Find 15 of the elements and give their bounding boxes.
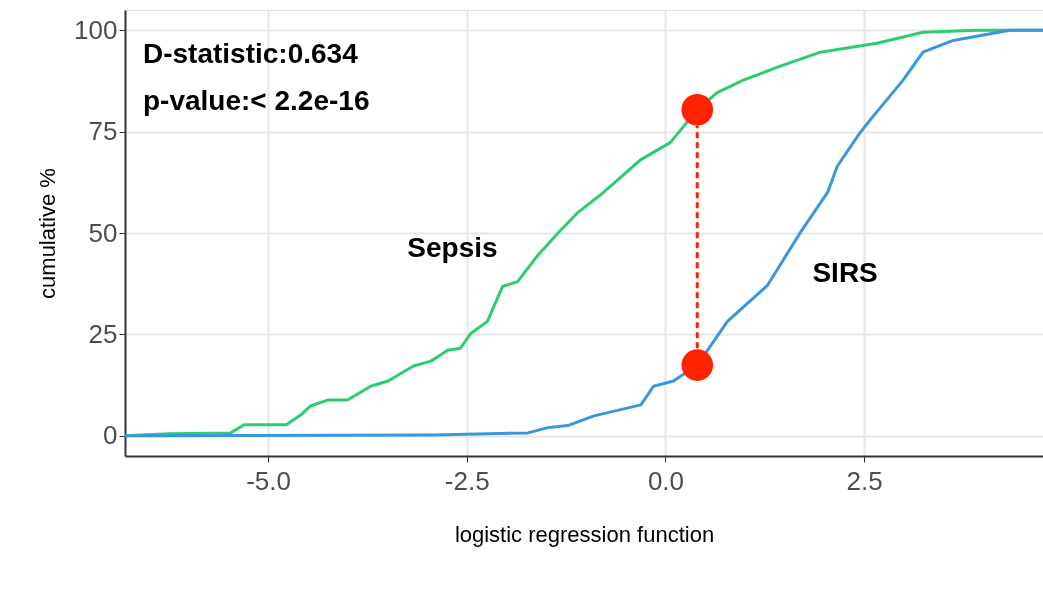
annotation: D-statistic:0.634 bbox=[143, 38, 359, 69]
x-tick-label: -2.5 bbox=[444, 465, 490, 496]
x-tick-label: 2.5 bbox=[846, 465, 883, 496]
y-tick-label: 0 bbox=[103, 420, 118, 451]
x-tick-label: 0.0 bbox=[647, 465, 685, 496]
x-axis-title: logistic regression function bbox=[454, 521, 715, 547]
y-tick-label: 25 bbox=[88, 318, 118, 349]
series-label: Sepsis bbox=[407, 232, 498, 264]
y-axis-title: cumulative % bbox=[35, 168, 61, 299]
y-tick-label: 100 bbox=[74, 14, 118, 45]
x-tick-label: -5.0 bbox=[246, 465, 291, 496]
y-tick-label: 75 bbox=[88, 116, 118, 147]
y-tick-label: 50 bbox=[88, 217, 118, 248]
series-label: SIRS bbox=[812, 256, 878, 288]
annotation: p-value:< 2.2e-16 bbox=[143, 85, 370, 116]
